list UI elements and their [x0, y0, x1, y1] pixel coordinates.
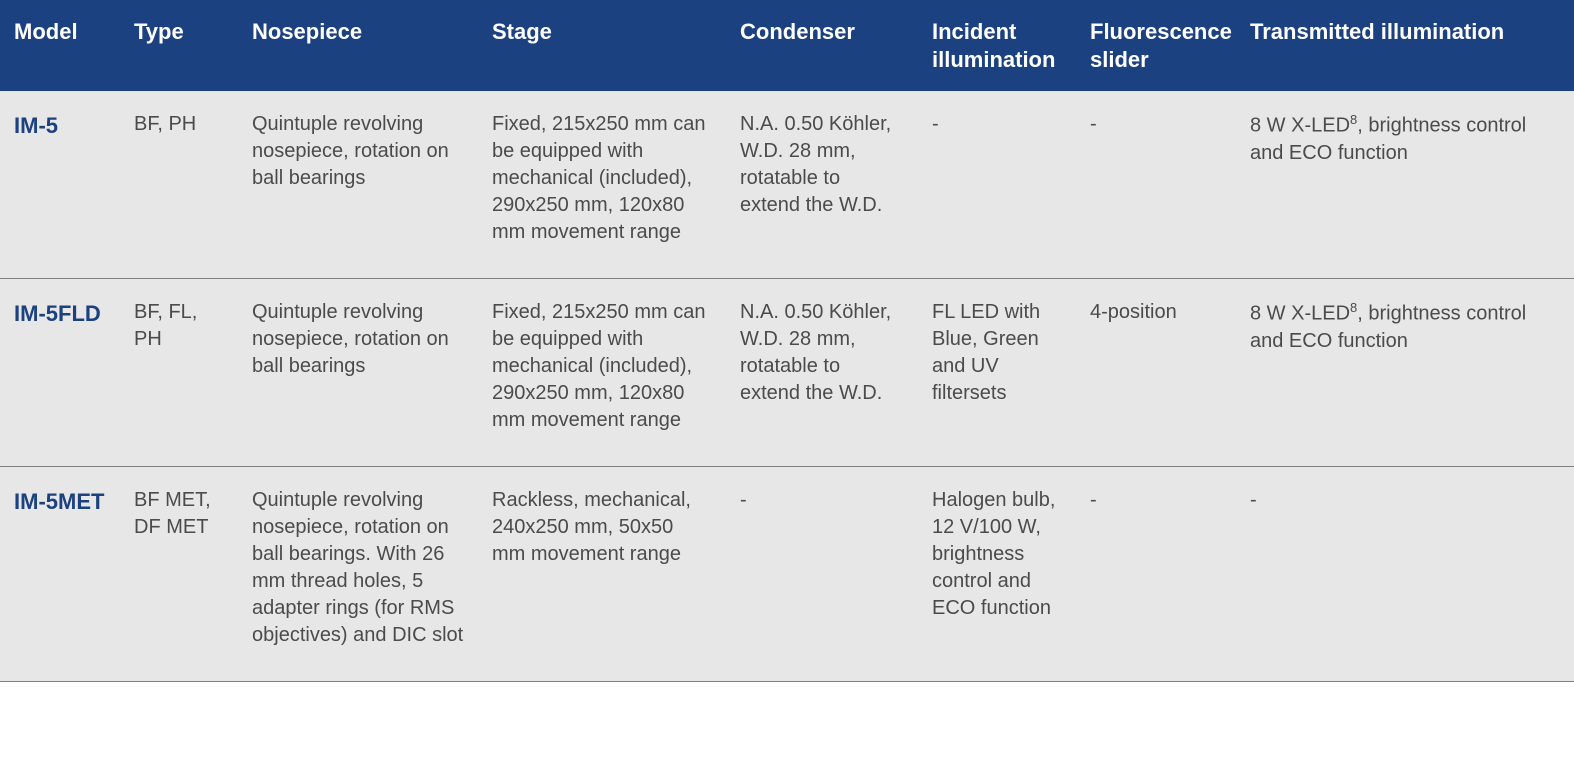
cell-inc: FL LED with Blue, Green and UV filterset…	[918, 279, 1076, 467]
cell-nose: Quintuple revolving nosepiece, rotation …	[238, 91, 478, 279]
cell-fluor: -	[1076, 91, 1236, 279]
col-header-trans: Transmitted illumination	[1236, 0, 1574, 91]
cell-type: BF MET, DF MET	[120, 467, 238, 682]
table-row: IM-5 BF, PH Quintuple revolving nosepiec…	[0, 91, 1574, 279]
cell-cond: N.A. 0.50 Köhler, W.D. 28 mm, rotatable …	[726, 279, 918, 467]
cell-nose: Quintuple revolving nosepiece, rotation …	[238, 279, 478, 467]
col-header-model: Model	[0, 0, 120, 91]
cell-fluor: 4-position	[1076, 279, 1236, 467]
cell-type: BF, FL, PH	[120, 279, 238, 467]
cell-stage: Rackless, mechanical, 240x250 mm, 50x50 …	[478, 467, 726, 682]
cell-model: IM-5	[0, 91, 120, 279]
cell-fluor: -	[1076, 467, 1236, 682]
table-row: IM-5MET BF MET, DF MET Quintuple revolvi…	[0, 467, 1574, 682]
cell-model: IM-5MET	[0, 467, 120, 682]
cell-cond: N.A. 0.50 Köhler, W.D. 28 mm, rotatable …	[726, 91, 918, 279]
cell-cond: -	[726, 467, 918, 682]
cell-trans: 8 W X-LED8, brightness control and ECO f…	[1236, 279, 1574, 467]
col-header-stage: Stage	[478, 0, 726, 91]
table-header-row: Model Type Nosepiece Stage Condenser Inc…	[0, 0, 1574, 91]
spec-table: Model Type Nosepiece Stage Condenser Inc…	[0, 0, 1574, 682]
table-body: IM-5 BF, PH Quintuple revolving nosepiec…	[0, 91, 1574, 682]
cell-trans: -	[1236, 467, 1574, 682]
cell-type: BF, PH	[120, 91, 238, 279]
col-header-nose: Nosepiece	[238, 0, 478, 91]
cell-stage: Fixed, 215x250 mm can be equipped with m…	[478, 91, 726, 279]
table-header: Model Type Nosepiece Stage Condenser Inc…	[0, 0, 1574, 91]
cell-inc: Halogen bulb, 12 V/100 W, brightness con…	[918, 467, 1076, 682]
cell-nose: Quintuple revolving nosepiece, rotation …	[238, 467, 478, 682]
col-header-cond: Condenser	[726, 0, 918, 91]
table-row: IM-5FLD BF, FL, PH Quintuple revolving n…	[0, 279, 1574, 467]
cell-model: IM-5FLD	[0, 279, 120, 467]
cell-stage: Fixed, 215x250 mm can be equipped with m…	[478, 279, 726, 467]
cell-trans: 8 W X-LED8, brightness control and ECO f…	[1236, 91, 1574, 279]
col-header-fluor: Fluorescence slider	[1076, 0, 1236, 91]
cell-inc: -	[918, 91, 1076, 279]
col-header-inc: Incident illumination	[918, 0, 1076, 91]
col-header-type: Type	[120, 0, 238, 91]
